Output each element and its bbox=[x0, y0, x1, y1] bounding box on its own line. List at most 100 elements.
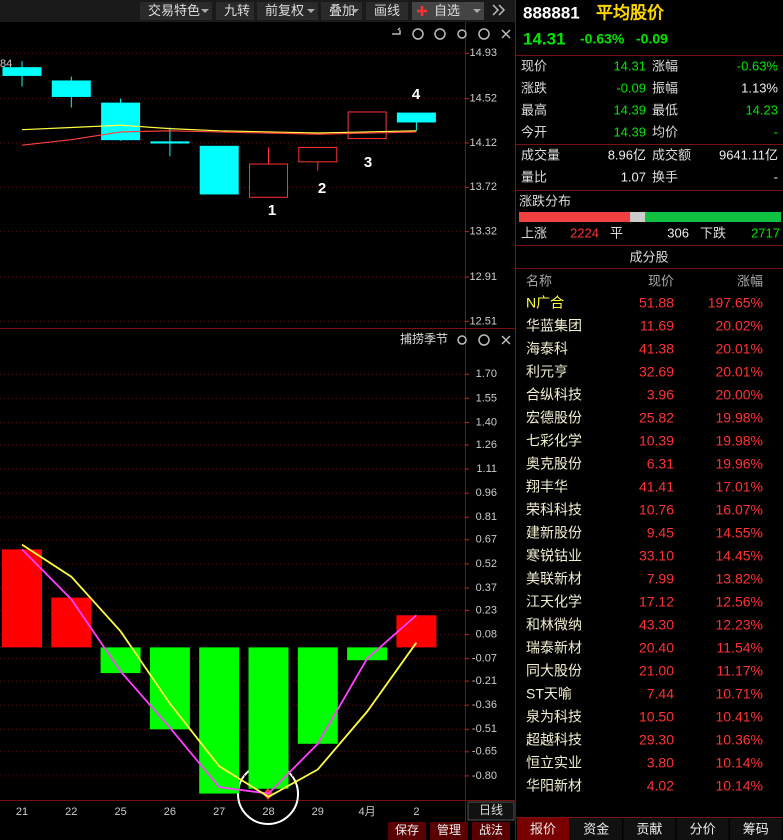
toolbar-button[interactable] bbox=[257, 2, 318, 20]
icon-back[interactable] bbox=[392, 27, 401, 35]
y-tick-label: 12.91 bbox=[469, 271, 497, 283]
stock-name[interactable]: 和林微纳 bbox=[526, 617, 582, 633]
icon-settings[interactable] bbox=[457, 29, 467, 39]
quote-value: 1.13% bbox=[741, 80, 778, 95]
stock-name[interactable]: 华蓝集团 bbox=[526, 318, 582, 334]
stock-change: 20.00% bbox=[716, 387, 763, 403]
quote-label: 振幅 bbox=[652, 80, 678, 95]
toolbar-button[interactable] bbox=[321, 2, 362, 20]
stock-name[interactable]: 建新股份 bbox=[526, 525, 582, 541]
y-tick-label: -0.21 bbox=[472, 675, 497, 687]
quote-label: 今开 bbox=[521, 124, 547, 139]
tab[interactable] bbox=[517, 818, 569, 840]
stock-name[interactable]: 美联新材 bbox=[526, 571, 582, 587]
x-tick-label: 2 bbox=[413, 806, 419, 818]
stock-price: 43.30 bbox=[639, 617, 674, 633]
stock-name[interactable]: 宏德股份 bbox=[526, 410, 582, 426]
icon-settings[interactable] bbox=[457, 335, 467, 345]
stock-change: 19.98% bbox=[716, 410, 763, 426]
tab[interactable] bbox=[729, 818, 782, 840]
toolbar-label: 前复权 bbox=[265, 3, 304, 18]
tab-label[interactable]: 资金 bbox=[583, 821, 609, 836]
breadth-title: 涨跌分布 bbox=[519, 193, 571, 208]
stock-name: 平均股价 bbox=[596, 2, 665, 22]
stock-name[interactable]: 华阳新材 bbox=[526, 778, 582, 794]
ma-line bbox=[21, 130, 417, 146]
column-header: 现价 bbox=[648, 273, 674, 288]
tab[interactable] bbox=[570, 818, 623, 840]
y-tick-label: 1.11 bbox=[476, 463, 497, 475]
stock-change: 20.01% bbox=[716, 341, 763, 357]
tab[interactable] bbox=[676, 818, 729, 840]
stock-name[interactable]: 七彩化学 bbox=[526, 433, 582, 449]
bar bbox=[199, 647, 240, 794]
price-label: 84 bbox=[0, 58, 12, 70]
stock-name[interactable]: 超越科技 bbox=[526, 732, 582, 748]
icon-zoom-out[interactable] bbox=[434, 28, 446, 40]
stock-change: 12.56% bbox=[716, 594, 763, 610]
change: -0.09 bbox=[636, 31, 668, 47]
stock-change: 13.82% bbox=[716, 571, 763, 587]
stock-name[interactable]: N广合 bbox=[526, 295, 564, 311]
stock-name[interactable]: 寒锐钴业 bbox=[526, 548, 582, 564]
stock-name[interactable]: 江天化学 bbox=[526, 594, 582, 610]
tab[interactable] bbox=[623, 818, 676, 840]
toolbar-button[interactable] bbox=[216, 2, 254, 20]
icon-close[interactable] bbox=[501, 29, 511, 39]
candle-body bbox=[51, 80, 91, 97]
breadth-label: 上涨 bbox=[521, 225, 547, 240]
stock-name[interactable]: 利元亨 bbox=[526, 364, 568, 380]
candle-body bbox=[347, 111, 387, 140]
tab-label[interactable]: 分价 bbox=[690, 821, 716, 836]
stock-name[interactable]: 荣科科技 bbox=[526, 502, 582, 518]
icon-more[interactable] bbox=[492, 4, 506, 16]
icon-help[interactable] bbox=[478, 28, 490, 40]
tab-label[interactable]: 贡献 bbox=[636, 821, 662, 836]
stock-name[interactable]: 合纵科技 bbox=[526, 387, 582, 403]
y-tick-label: 0.08 bbox=[476, 628, 497, 640]
stock-name[interactable]: ST天喻 bbox=[526, 686, 572, 702]
stock-price: 33.10 bbox=[639, 548, 674, 564]
action-button[interactable] bbox=[430, 822, 468, 840]
stock-name[interactable]: 奥克股份 bbox=[526, 456, 582, 472]
action-button[interactable] bbox=[388, 822, 426, 840]
stock-price: 7.44 bbox=[647, 686, 674, 702]
x-tick-label: 22 bbox=[65, 806, 77, 818]
stock-name[interactable]: 恒立实业 bbox=[526, 755, 582, 771]
stock-price: 21.00 bbox=[639, 663, 674, 679]
tab-label[interactable]: 筹码 bbox=[743, 821, 769, 836]
stock-name[interactable]: 海泰科 bbox=[526, 341, 568, 357]
stock-name[interactable]: 瑞泰新材 bbox=[526, 640, 582, 656]
icon-help[interactable] bbox=[478, 334, 490, 346]
candle-body bbox=[396, 112, 436, 123]
toolbar-button[interactable] bbox=[366, 2, 408, 20]
action-label[interactable]: 管理 bbox=[437, 822, 461, 837]
bar bbox=[149, 647, 190, 730]
period-box[interactable] bbox=[467, 801, 515, 821]
icon-zoom-in[interactable] bbox=[412, 28, 424, 40]
quote-label: 换手 bbox=[652, 169, 678, 184]
indicator-line bbox=[21, 548, 417, 795]
quote-label: 现价 bbox=[521, 58, 547, 73]
icon-close[interactable] bbox=[501, 335, 511, 345]
quote-value: 14.23 bbox=[745, 102, 778, 117]
toolbar-button[interactable] bbox=[412, 2, 484, 20]
action-label[interactable]: 战法 bbox=[479, 823, 503, 837]
stock-change: 10.14% bbox=[716, 755, 763, 771]
breadth-value: 2224 bbox=[570, 225, 599, 240]
x-tick-label: 4月 bbox=[359, 806, 376, 818]
tab-label[interactable]: 报价 bbox=[530, 821, 556, 836]
stock-name[interactable]: 同大股份 bbox=[526, 663, 582, 679]
indicator-line bbox=[21, 543, 418, 798]
breadth-flat bbox=[630, 212, 646, 222]
section-title: 成分股 bbox=[629, 249, 668, 264]
action-button[interactable] bbox=[472, 822, 510, 840]
stock-name[interactable]: 泉为科技 bbox=[526, 709, 582, 725]
stock-name[interactable]: 翔丰华 bbox=[526, 479, 568, 495]
toolbar-label: 叠加 bbox=[329, 3, 355, 18]
x-tick-label: 26 bbox=[164, 806, 176, 818]
toolbar-button[interactable] bbox=[140, 2, 212, 20]
stock-price: 29.30 bbox=[639, 732, 674, 748]
stock-price: 4.02 bbox=[647, 778, 674, 794]
action-label[interactable]: 保存 bbox=[395, 823, 419, 837]
